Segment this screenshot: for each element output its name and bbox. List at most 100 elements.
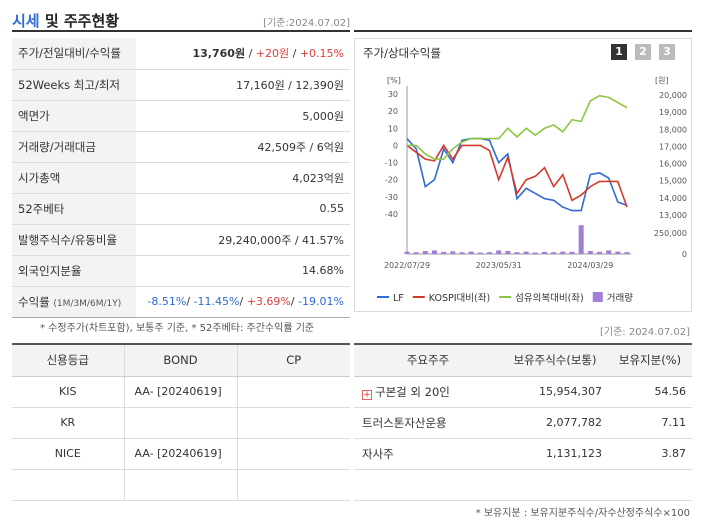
volume-bar (514, 252, 520, 254)
col-header: 보유지분(%) (608, 343, 692, 377)
holder-pct: 7.11 (608, 407, 692, 439)
left-tick-label: -40 (385, 210, 398, 219)
row-label: 발행주식수/유동비율 (12, 224, 136, 256)
volume-bar (587, 251, 593, 254)
row-value: 4,023억원 (136, 162, 350, 194)
series-line (406, 137, 628, 212)
volume-bar (578, 225, 584, 254)
legend-label: LF (393, 293, 404, 304)
volume-bar (422, 251, 428, 254)
volume-bar (413, 252, 419, 254)
volume-bar (542, 251, 547, 254)
volume-bar (560, 251, 566, 254)
table-row: 액면가 5,000원 (12, 100, 350, 132)
left-tick-label: 20 (388, 107, 398, 116)
volume-bar (606, 250, 612, 254)
row-label: 주가/전일대비/수익률 (12, 38, 136, 70)
header-row: 주요주주 보유주식수(보통) 보유지분(%) (354, 343, 692, 377)
section-title: 시세 및 주주현황 (12, 12, 120, 30)
table-row: KIS AA- [20240619] (12, 376, 350, 408)
expand-plus-icon[interactable]: + (362, 389, 372, 400)
x-tick-label: 2022/07/29 (384, 261, 430, 270)
table-row: 수익률 (1M/3M/6M/1Y) -8.51%/ -11.45%/ +3.69… (12, 286, 350, 318)
table-row: NICE AA- [20240619] (12, 438, 350, 470)
left-tick-label: -10 (385, 159, 398, 168)
holder-pct: 54.56 (608, 376, 692, 408)
row-value: 13,760원 / +20원 / +0.15% (136, 38, 350, 70)
row-value: 0.55 (136, 193, 350, 225)
table-row: 자사주 1,131,123 3.87 (354, 438, 692, 470)
chart-page-3-button[interactable]: 3 (659, 44, 675, 60)
bond-cell (123, 407, 237, 439)
right-tick-label: 19,000 (659, 108, 687, 117)
left-tick-label: 0 (393, 141, 398, 150)
series-line (406, 143, 628, 208)
holder-name: 트러스톤자산운용 (354, 407, 502, 439)
table-row (354, 469, 692, 501)
agency-cell: NICE (12, 438, 124, 470)
cp-cell (236, 407, 350, 439)
table-row: KR (12, 407, 350, 439)
cp-cell (236, 376, 350, 408)
volume-bar (432, 250, 437, 254)
volume-bar (468, 251, 474, 254)
holder-name: + 구본걸 외 20인 (354, 376, 502, 408)
chart-panel: 주가/상대수익률 1 2 3 [%] [원] 30 20 10 0 -10 -20 -30 -40… (354, 38, 692, 312)
right-axis-unit: [원] (655, 76, 669, 85)
table-row: + 구본걸 외 20인 15,954,307 54.56 (354, 376, 692, 408)
row-label: 수익률 (1M/3M/6M/1Y) (12, 286, 136, 318)
col-header: 신용등급 (12, 343, 124, 377)
reference-date: [기준:2024.07.02] (263, 18, 350, 29)
holder-shares (502, 469, 608, 501)
agency-cell: KR (12, 407, 124, 439)
volume-bar (487, 252, 492, 254)
credit-rating-table: 신용등급 BOND CP KIS AA- [20240619] KR NICE … (12, 343, 350, 501)
volume-bar (459, 252, 465, 254)
legend-label: 거래량 (607, 292, 633, 304)
volume-bar (496, 250, 502, 254)
holder-shares: 1,131,123 (502, 438, 608, 470)
right-tick-label: 16,000 (659, 160, 687, 169)
legend-label: KOSPI대비(좌) (429, 293, 490, 304)
volume-bar (597, 251, 602, 254)
volume-bar (477, 252, 483, 254)
table-row: 발행주식수/유동비율 29,240,000주 / 41.57% (12, 224, 350, 256)
volume-bar (569, 251, 575, 254)
volume-bar (404, 251, 410, 254)
right-header-rule (354, 6, 692, 32)
row-value: 14.68% (136, 255, 350, 287)
x-tick-label: 2023/05/31 (476, 261, 522, 270)
holder-name (354, 469, 502, 501)
table-row (12, 469, 350, 501)
chart-page-1-button[interactable]: 1 (611, 44, 627, 60)
row-label: 52주베타 (12, 193, 136, 225)
chart-svg: [%] [원] 30 20 10 0 -10 -20 -30 -40 20,000 19,000 18,… (377, 76, 687, 304)
chart-page-2-button[interactable]: 2 (635, 44, 651, 60)
row-value: 5,000원 (136, 100, 350, 132)
right-tick-label: 17,000 (659, 142, 687, 151)
volume-bar (450, 251, 456, 254)
x-tick-label: 2024/03/29 (567, 261, 613, 270)
holder-shares: 15,954,307 (502, 376, 608, 408)
row-label: 외국인지분율 (12, 255, 136, 287)
col-header: 주요주주 (354, 343, 502, 377)
bond-cell: AA- [20240619] (123, 376, 237, 408)
right-tick-label: 20,000 (659, 91, 687, 100)
table-row: 시가총액 4,023억원 (12, 162, 350, 194)
volume-bar (441, 251, 447, 254)
row-label: 52Weeks 최고/최저 (12, 69, 136, 101)
row-label: 거래량/거래대금 (12, 131, 136, 163)
volume-bar (523, 251, 529, 254)
table-row: 주가/전일대비/수익률 13,760원 / +20원 / +0.15% (12, 38, 350, 70)
holder-name: 자사주 (354, 438, 502, 470)
holder-pct (608, 469, 692, 501)
holder-shares: 2,077,782 (502, 407, 608, 439)
series-line (407, 94, 628, 160)
left-tick-label: 10 (388, 124, 398, 133)
stock-info-header: 시세 및 주주현황 [기준:2024.07.02] (12, 6, 350, 32)
volume-bar (551, 252, 557, 254)
left-axis-unit: [%] (387, 76, 401, 85)
volume-bar (532, 252, 538, 254)
table-row: 거래량/거래대금 42,509주 / 6억원 (12, 131, 350, 163)
volume-tick-label: 0 (682, 250, 687, 259)
